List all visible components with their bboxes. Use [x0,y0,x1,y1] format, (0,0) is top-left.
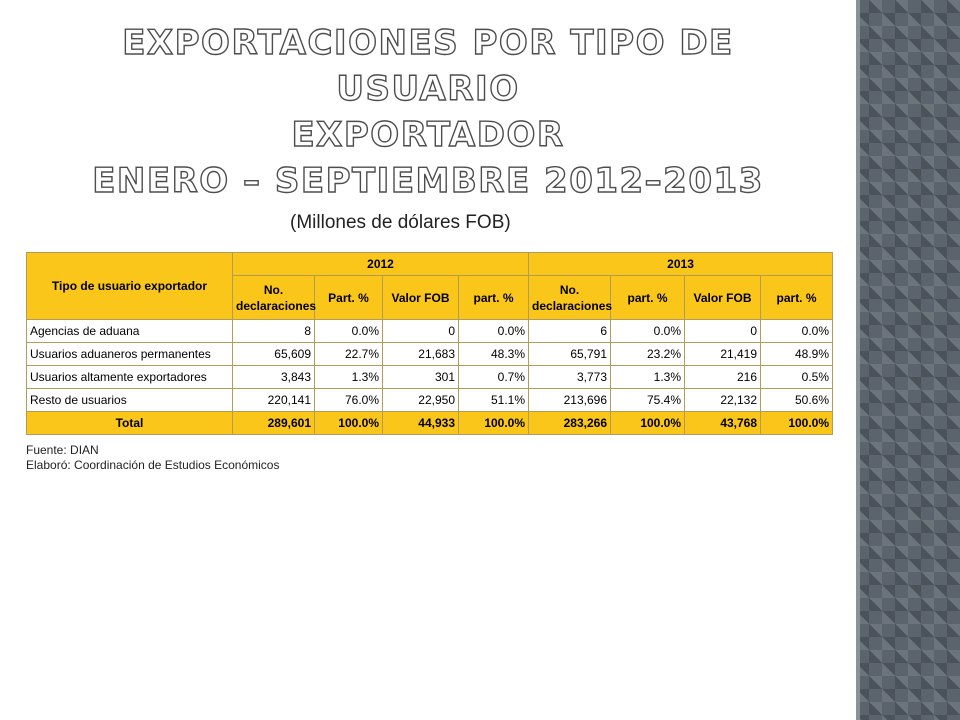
total-cell: 100.0% [610,411,686,435]
column-header: Part. % [314,275,383,320]
row-label: Usuarios aduaneros permanentes [26,342,233,366]
column-header: part. % [457,275,530,320]
decorative-sidebar [856,0,960,720]
table-cell: 216 [684,365,762,389]
table-cell: 3,843 [232,365,315,389]
table-cell: 220,141 [232,388,315,412]
row-label: Agencias de aduana [26,319,233,343]
table-cell: 8 [232,319,315,343]
total-cell: 43,768 [684,411,762,435]
table-row: Resto de usuarios 220,141 76.0% 22,950 5… [26,388,834,412]
column-header: No. declaraciones [232,275,316,320]
table-cell: 48.3% [457,342,530,366]
total-row: Total 289,601 100.0% 44,933 100.0% 283,2… [26,411,834,435]
table-cell: 1.3% [610,365,686,389]
table-cell: 22,950 [382,388,459,412]
column-header: part. % [610,275,686,320]
total-cell: 100.0% [314,411,383,435]
table-cell: 23.2% [610,342,686,366]
total-cell: 44,933 [382,411,459,435]
table-cell: 50.6% [760,388,834,412]
total-cell: 100.0% [760,411,834,435]
table-cell: 6 [528,319,612,343]
table-cell: 301 [382,365,459,389]
slide-title: Exportaciones por tipo de usuario export… [40,20,816,204]
table-cell: 0.0% [457,319,530,343]
table-cell: 76.0% [314,388,383,412]
table-row: Usuarios altamente exportadores 3,843 1.… [26,365,834,389]
slide: Exportaciones por tipo de usuario export… [26,20,834,473]
table-cell: 0 [382,319,459,343]
total-label: Total [26,411,233,435]
row-label: Usuarios altamente exportadores [26,365,233,389]
table-row: Agencias de aduana 8 0.0% 0 0.0% 6 0.0% … [26,319,834,343]
title-line-1: Exportaciones por tipo de usuario [122,22,734,109]
table-units-subtitle: (Millones de dólares FOB) [290,212,511,233]
column-header: No. declaraciones [528,275,612,320]
table-cell: 21,683 [382,342,459,366]
exports-table: Tipo de usuario exportador 2012 2013 No.… [26,252,834,435]
author-note: Elaboró: Coordinación de Estudios Económ… [26,458,280,472]
sidebar-edge [856,0,860,720]
title-line-3: Enero – Septiembre 2012–2013 [91,160,764,201]
row-label: Resto de usuarios [26,388,233,412]
row-header-cell: Tipo de usuario exportador [26,252,233,320]
table-cell: 1.3% [314,365,383,389]
table-cell: 0 [684,319,762,343]
table-cell: 0.5% [760,365,834,389]
table-cell: 0.0% [760,319,834,343]
title-line-2: exportador [291,114,565,155]
table-cell: 65,791 [528,342,612,366]
table-cell: 48.9% [760,342,834,366]
year-header-2013: 2013 [528,252,834,276]
table-cell: 3,773 [528,365,612,389]
table-row: Usuarios aduaneros permanentes 65,609 22… [26,342,834,366]
total-cell: 289,601 [232,411,315,435]
table-cell: 51.1% [457,388,530,412]
table-notes: Fuente: DIAN Elaboró: Coordinación de Es… [26,443,279,473]
column-header: Valor FOB [684,275,762,320]
year-header-2012: 2012 [231,252,530,276]
table-cell: 0.0% [314,319,383,343]
table-cell: 0.0% [610,319,686,343]
table-cell: 75.4% [610,388,686,412]
table-cell: 65,609 [232,342,315,366]
total-cell: 283,266 [528,411,612,435]
source-note: Fuente: DIAN [26,443,99,457]
column-header: part. % [760,275,834,320]
table-cell: 22,132 [684,388,762,412]
exports-table-container: Tipo de usuario exportador 2012 2013 No.… [26,252,834,435]
table-cell: 213,696 [528,388,612,412]
table-cell: 0.7% [457,365,530,389]
table-cell: 21,419 [684,342,762,366]
total-cell: 100.0% [457,411,530,435]
table-cell: 22.7% [314,342,383,366]
column-header: Valor FOB [382,275,459,320]
